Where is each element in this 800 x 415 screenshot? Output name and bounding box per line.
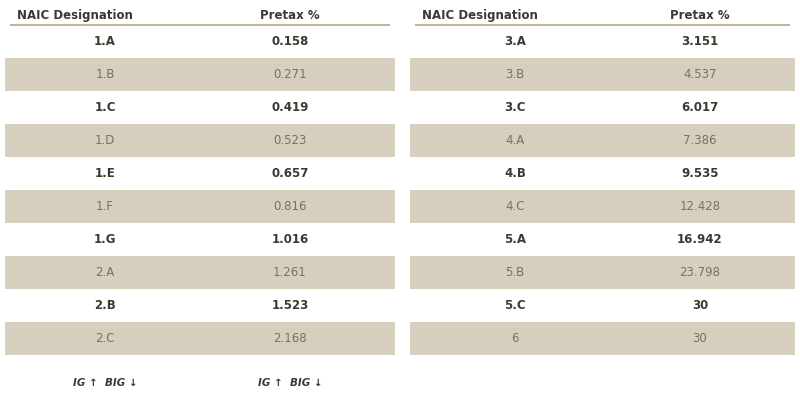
Text: 23.798: 23.798 <box>679 266 721 279</box>
Text: IG ↑  BIG ↓: IG ↑ BIG ↓ <box>73 378 138 388</box>
Text: 3.B: 3.B <box>506 68 525 81</box>
Text: 6.017: 6.017 <box>682 101 718 114</box>
Bar <box>5 322 395 355</box>
Text: 7.386: 7.386 <box>683 134 717 147</box>
Text: 0.158: 0.158 <box>271 35 309 48</box>
Bar <box>5 124 395 157</box>
Text: 9.535: 9.535 <box>682 167 718 180</box>
Text: 3.C: 3.C <box>504 101 526 114</box>
Text: 3.A: 3.A <box>504 35 526 48</box>
Text: 1.G: 1.G <box>94 233 116 246</box>
Text: 4.B: 4.B <box>504 167 526 180</box>
Text: 2.B: 2.B <box>94 299 116 312</box>
Text: 1.B: 1.B <box>95 68 114 81</box>
Text: 1.261: 1.261 <box>273 266 307 279</box>
Text: NAIC Designation: NAIC Designation <box>17 10 133 22</box>
Bar <box>5 190 395 223</box>
Text: 5.B: 5.B <box>506 266 525 279</box>
Text: 12.428: 12.428 <box>679 200 721 213</box>
Text: 1.A: 1.A <box>94 35 116 48</box>
Text: IG ↑  BIG ↓: IG ↑ BIG ↓ <box>258 378 322 388</box>
Text: 1.016: 1.016 <box>271 233 309 246</box>
Text: 0.419: 0.419 <box>271 101 309 114</box>
Bar <box>5 58 395 91</box>
Text: NAIC Designation: NAIC Designation <box>422 10 538 22</box>
Bar <box>410 58 795 91</box>
Text: 30: 30 <box>692 299 708 312</box>
Bar <box>5 256 395 289</box>
Text: 16.942: 16.942 <box>677 233 723 246</box>
Text: 2.A: 2.A <box>95 266 114 279</box>
Bar <box>410 190 795 223</box>
Text: 1.C: 1.C <box>94 101 116 114</box>
Text: 1.E: 1.E <box>94 167 115 180</box>
Text: 1.D: 1.D <box>95 134 115 147</box>
Bar <box>410 256 795 289</box>
Text: 4.537: 4.537 <box>683 68 717 81</box>
Text: 0.816: 0.816 <box>274 200 306 213</box>
Text: 1.F: 1.F <box>96 200 114 213</box>
Text: 0.271: 0.271 <box>273 68 307 81</box>
Text: 2.168: 2.168 <box>273 332 307 345</box>
Bar <box>410 322 795 355</box>
Text: 2.C: 2.C <box>95 332 114 345</box>
Text: 4.C: 4.C <box>506 200 525 213</box>
Text: Pretax %: Pretax % <box>260 10 320 22</box>
Text: 3.151: 3.151 <box>682 35 718 48</box>
Text: 0.657: 0.657 <box>271 167 309 180</box>
Text: Pretax %: Pretax % <box>670 10 730 22</box>
Text: 1.523: 1.523 <box>271 299 309 312</box>
Text: 30: 30 <box>693 332 707 345</box>
Text: 6: 6 <box>511 332 518 345</box>
Text: 4.A: 4.A <box>506 134 525 147</box>
Bar <box>410 124 795 157</box>
Text: 5.C: 5.C <box>504 299 526 312</box>
Text: 0.523: 0.523 <box>274 134 306 147</box>
Text: 5.A: 5.A <box>504 233 526 246</box>
